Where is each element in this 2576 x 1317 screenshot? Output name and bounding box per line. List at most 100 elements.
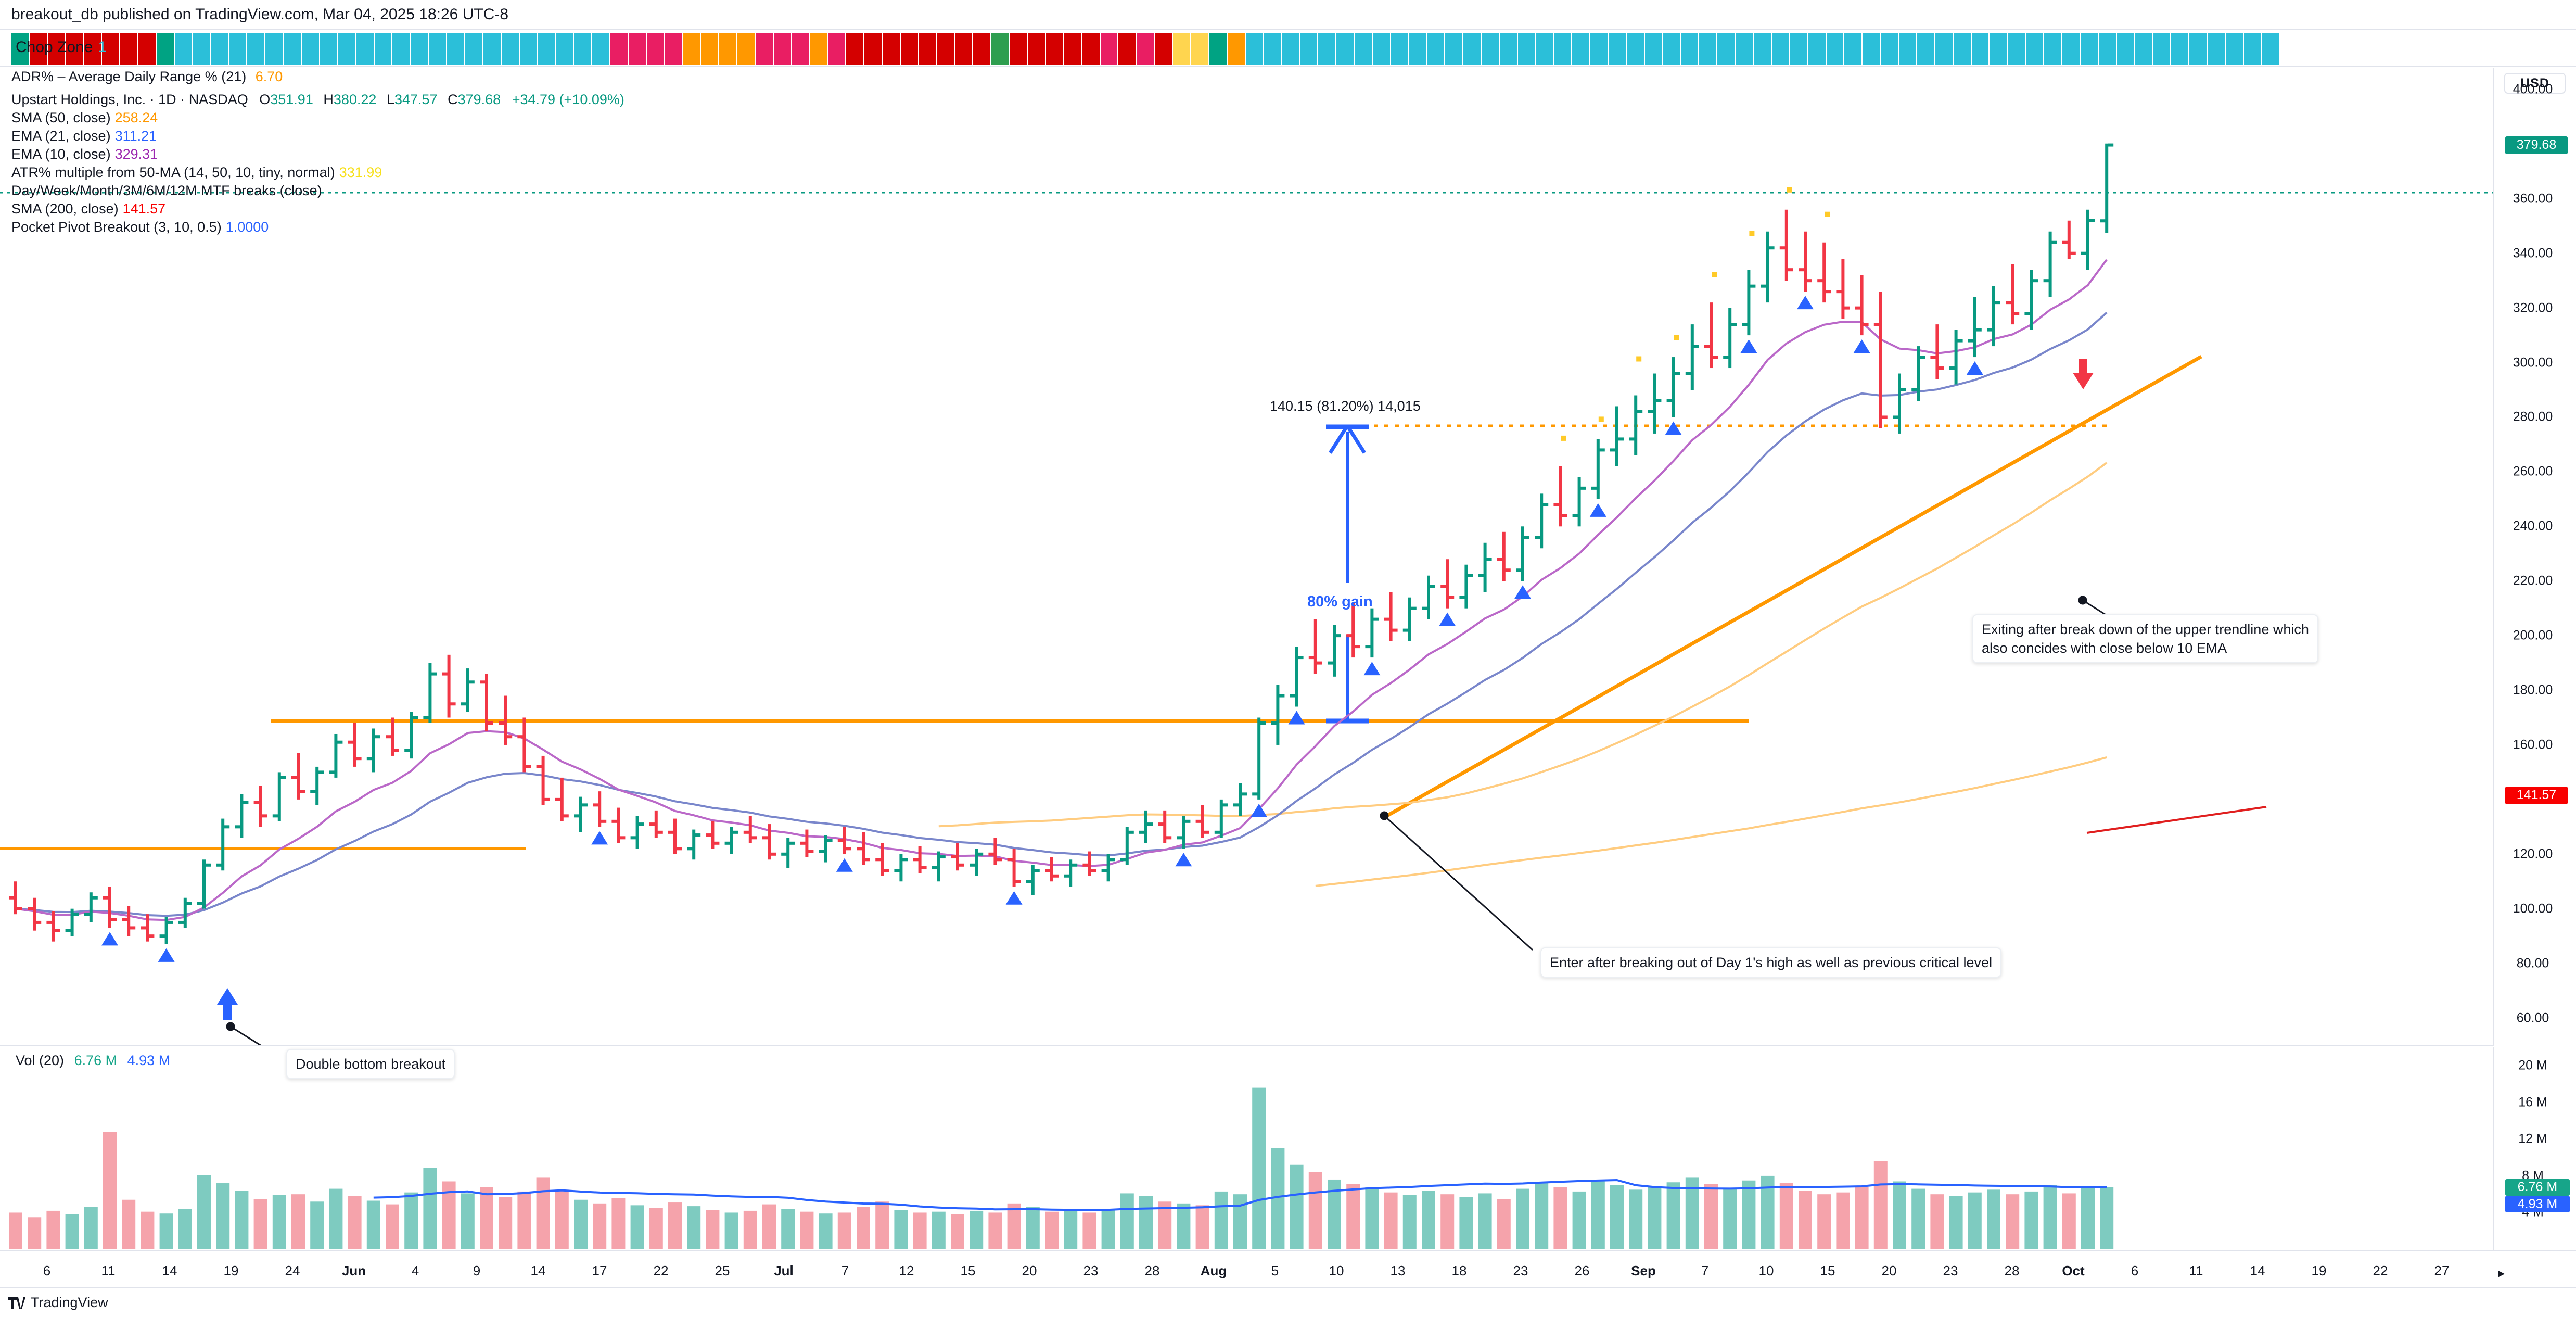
volume-bar (1214, 1191, 1228, 1249)
volume-bar (1855, 1187, 1869, 1249)
measure-arrow (1326, 424, 1369, 724)
volume-value: 6.76 M (74, 1053, 118, 1068)
candle (235, 794, 249, 838)
chop-zone-cell (2135, 33, 2152, 65)
price-plot[interactable]: E E (0, 68, 2493, 1045)
time-axis-month-tick: Sep (1631, 1263, 1656, 1278)
chop-zone-cell (429, 33, 446, 65)
volume-plot[interactable] (0, 1047, 2493, 1249)
time-axis-day-tick: 12 (899, 1263, 914, 1278)
volume-bar (1459, 1197, 1473, 1249)
volume-ma-line (373, 1179, 2107, 1211)
volume-bar (1817, 1194, 1831, 1249)
candle (1987, 286, 2000, 347)
indicator-legend-row[interactable]: SMA (50, close) 258.24 (11, 109, 624, 127)
indicator-name: EMA (21, close) (11, 128, 111, 144)
volume-bar (837, 1212, 851, 1249)
volume-bar (1911, 1188, 1925, 1249)
chop-zone-cell (138, 33, 156, 65)
pocket-pivot-marker (1797, 296, 1814, 310)
volume-bar (310, 1201, 324, 1249)
candle (2006, 264, 2020, 325)
volume-bar (1177, 1203, 1191, 1249)
candle (1666, 357, 1680, 417)
candle (9, 881, 22, 915)
price-axis-tick: 100.00 (2513, 901, 2553, 916)
volume-bar (235, 1191, 249, 1249)
chop-zone-cell (900, 33, 918, 65)
indicator-legend-row[interactable]: Pocket Pivot Breakout (3, 10, 0.5) 1.0000 (11, 218, 624, 236)
chop-zone-cell (2171, 33, 2188, 65)
indicator-legend-row[interactable]: EMA (10, close) 329.31 (11, 145, 624, 163)
candle (1742, 270, 1756, 336)
volume-bar (2081, 1187, 2095, 1249)
volume-bar (536, 1177, 550, 1249)
time-axis[interactable]: 6 11 14 19 24 Jun 4 9 14 17 22 25 Jul 7 12 15 20 23 28 Aug 5… (0, 1250, 2576, 1288)
chop-zone-pane: Chop Zone 1 (0, 29, 2576, 67)
chop-zone-cell (1409, 33, 1426, 65)
candle (1422, 575, 1435, 619)
volume-axis[interactable]: 20 M16 M12 M8 M4 M 6.76 M 4.93 M (2493, 1047, 2576, 1250)
volume-bar (970, 1210, 984, 1249)
symbol-legend-row[interactable]: Upstart Holdings, Inc. · 1D · NASDAQ O35… (11, 91, 624, 109)
indicator-legend-row[interactable]: EMA (21, close) 311.21 (11, 127, 624, 145)
candle (1836, 259, 1850, 319)
indicator-value: 141.57 (122, 201, 166, 217)
candle (1648, 373, 1662, 434)
indicator-legend-row[interactable]: SMA (200, close) 141.57 (11, 200, 624, 218)
chop-zone-cell (883, 33, 900, 65)
indicator-legend-row[interactable]: ATR% multiple from 50-MA (14, 50, 10, ti… (11, 163, 624, 182)
scroll-to-realtime-icon[interactable]: ▸ (2498, 1265, 2505, 1281)
volume-bar (1629, 1189, 1643, 1249)
candle (668, 818, 682, 854)
volume-bar (1252, 1087, 1266, 1249)
volume-bar (103, 1132, 117, 1249)
double-bottom-up-arrow (217, 988, 238, 1020)
chop-zone-cell (356, 33, 374, 65)
indicator-legend-row[interactable]: Day/Week/Month/3M/6M/12M MTF breaks (clo… (11, 182, 624, 200)
candle (1384, 592, 1398, 641)
volume-bar (1873, 1161, 1888, 1249)
candle (442, 654, 456, 718)
time-axis-day-tick: 17 (592, 1263, 607, 1278)
chop-zone-strip[interactable] (11, 33, 2280, 65)
volume-bar (1346, 1184, 1360, 1249)
indicator-name: EMA (10, close) (11, 146, 111, 162)
candle (291, 753, 305, 800)
volume-bar (1893, 1181, 1906, 1249)
volume-bar (1233, 1194, 1247, 1249)
pocket-pivot-marker (158, 948, 175, 962)
volume-ma-chip: 4.93 M (2505, 1196, 2570, 1213)
chop-zone-cell (2189, 33, 2207, 65)
ohlc-high-value: 380.22 (333, 92, 377, 107)
volume-bar (687, 1206, 701, 1249)
candle (348, 723, 362, 767)
pocket-pivot-marker (1853, 339, 1870, 353)
volume-bar (1082, 1212, 1096, 1249)
indicator-name: SMA (50, close) (11, 110, 111, 125)
candle (932, 851, 946, 882)
chop-zone-cell (84, 33, 101, 65)
adr-value: 6.70 (255, 69, 283, 84)
pocket-pivot-markers (101, 187, 1983, 962)
chop-zone-cell (1881, 33, 1898, 65)
volume-bar (517, 1191, 531, 1249)
volume-bar (28, 1217, 42, 1249)
price-axis-tick: 300.00 (2513, 355, 2553, 370)
chop-zone-cell (1481, 33, 1499, 65)
chop-zone-cell (465, 33, 482, 65)
time-axis-day-tick: 11 (2189, 1263, 2203, 1278)
candle (1591, 439, 1605, 499)
chop-zone-cell (1572, 33, 1590, 65)
currency-chip[interactable]: USD (2504, 73, 2566, 94)
time-axis-day-tick: 7 (1701, 1263, 1709, 1278)
volume-bar (480, 1187, 493, 1249)
candle (894, 854, 908, 882)
price-axis[interactable]: USD 400.00 360.00 340.00 320.00 300.00 280.00… (2493, 68, 2576, 1046)
indicator-legend-rows: SMA (50, close) 258.24 EMA (21, close) 311.… (11, 109, 624, 236)
volume-bar (894, 1210, 908, 1249)
candlestick-series (9, 143, 2114, 944)
chop-zone-cell (211, 33, 228, 65)
price-svg: E E (0, 143, 2493, 1045)
chop-zone-cell (1499, 33, 1517, 65)
